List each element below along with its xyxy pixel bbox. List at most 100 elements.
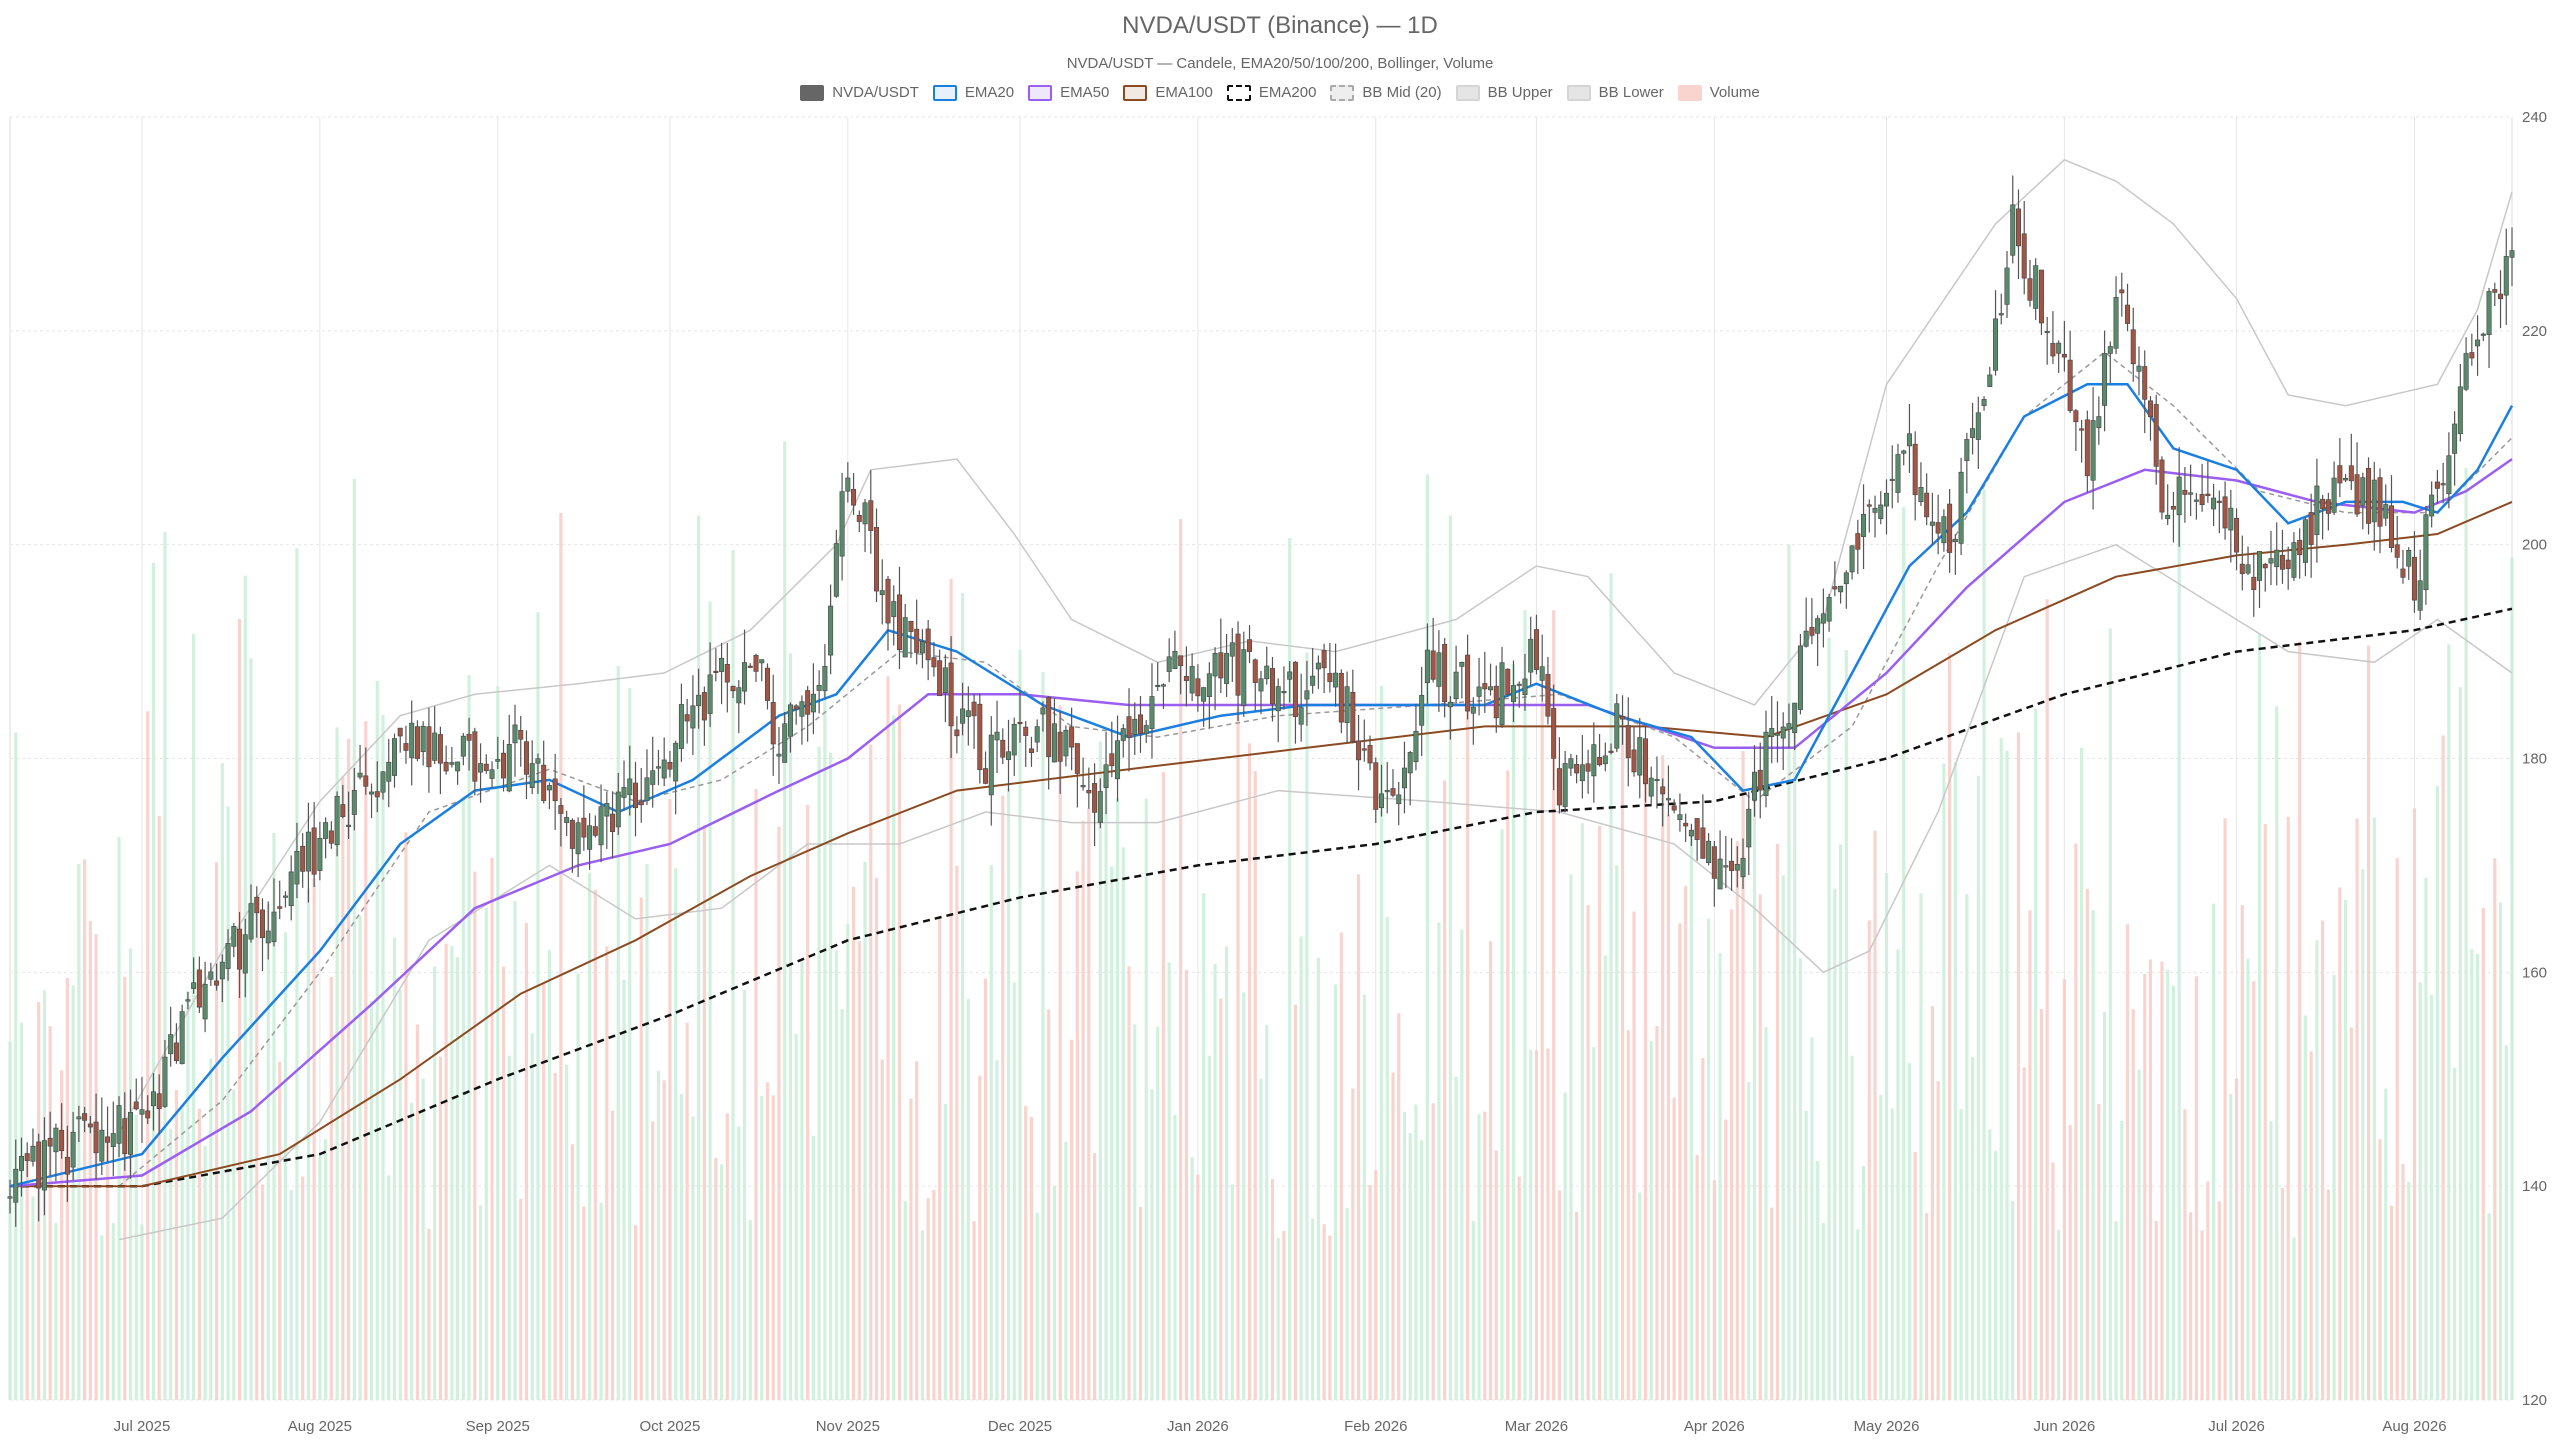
candle-body: [632, 782, 638, 809]
candle-body: [1585, 763, 1591, 772]
candle-body: [116, 1105, 122, 1144]
volume-bar: [1322, 1224, 1326, 1400]
candle-body: [1465, 654, 1471, 712]
candle-body: [1356, 740, 1362, 761]
candle-body: [41, 1140, 47, 1191]
candle-body: [2073, 410, 2079, 423]
volume-bar: [369, 1000, 374, 1400]
volume-bar: [834, 950, 838, 1400]
candle-body: [2165, 514, 2171, 520]
candle-body: [1866, 504, 1872, 507]
volume-bar: [1752, 799, 1757, 1400]
volume-bar: [220, 762, 224, 1400]
volume-bar: [1144, 798, 1148, 1400]
volume-bar: [387, 1175, 391, 1400]
candle-body: [185, 999, 191, 1002]
candle-body: [2446, 455, 2452, 495]
volume-bar: [1896, 949, 1900, 1400]
candle-body: [1889, 478, 1895, 481]
volume-bar: [2257, 633, 2262, 1400]
candle-body: [908, 620, 914, 632]
volume-bar: [19, 1022, 24, 1400]
candle-body: [317, 837, 323, 871]
candle-body: [2394, 544, 2400, 558]
candle-body: [271, 911, 277, 943]
volume-bar: [467, 675, 471, 1400]
volume-bar: [1202, 893, 1206, 1400]
volume-bar: [1138, 1206, 1143, 1400]
bb-mid-line: [118, 351, 2513, 1187]
candle-body: [1700, 827, 1706, 859]
volume-bar: [163, 532, 167, 1400]
volume-bar: [536, 612, 540, 1400]
volume-bar: [1833, 888, 1837, 1400]
volume-bar: [444, 943, 448, 1400]
volume-bar: [1443, 780, 1447, 1400]
volume-bar: [714, 1157, 718, 1400]
candle-body: [2354, 474, 2360, 515]
candle-body: [2119, 289, 2125, 294]
candle-body: [2377, 477, 2383, 527]
legend-item-volume[interactable]: Volume: [1677, 84, 1760, 101]
candle-body: [2480, 333, 2486, 336]
volume-bar: [2062, 978, 2066, 1400]
volume-bar: [656, 1070, 661, 1400]
legend-item-ema20[interactable]: EMA20: [932, 84, 1014, 101]
volume-bar: [1339, 932, 1343, 1400]
candle-body: [736, 687, 742, 704]
volume-bar: [438, 1056, 442, 1400]
candle-body: [1895, 454, 1901, 493]
volume-bar: [587, 872, 592, 1400]
legend-item-bb_mid[interactable]: BB Mid (20): [1330, 84, 1442, 101]
candle-body: [18, 1155, 24, 1171]
volume-bar: [1942, 763, 1946, 1400]
volume-bar: [1907, 1063, 1912, 1400]
volume-bar: [1006, 788, 1011, 1400]
legend-item-ema50[interactable]: EMA50: [1028, 84, 1109, 101]
volume-bar: [599, 1202, 603, 1400]
legend-swatch-bb_mid: [1330, 84, 1355, 101]
volume-bar: [863, 861, 867, 1400]
volume-bar: [622, 979, 626, 1400]
x-tick-label: Nov 2025: [816, 1418, 880, 1435]
volume-bar: [1133, 1024, 1137, 1400]
volume-bar: [2298, 641, 2302, 1400]
candle-body: [1235, 633, 1241, 696]
volume-bar: [903, 1201, 907, 1400]
legend-item-bb_lower[interactable]: BB Lower: [1566, 84, 1664, 101]
volume-bar: [1448, 515, 1452, 1400]
legend-item-ema200[interactable]: EMA200: [1226, 84, 1316, 101]
volume-bar: [2148, 959, 2153, 1400]
candle-body: [1952, 538, 1958, 543]
volume-bar: [978, 1075, 982, 1400]
legend-label-ema50: EMA50: [1060, 84, 1110, 101]
candle-body: [466, 733, 472, 741]
candle-body: [36, 1141, 42, 1189]
volume-bar: [874, 877, 879, 1400]
volume-bar: [886, 676, 890, 1400]
candle-body: [759, 659, 765, 664]
candle-body: [535, 758, 541, 764]
candle-body: [581, 817, 587, 838]
volume-bar: [1247, 743, 1252, 1400]
volume-bar: [1471, 1220, 1475, 1400]
volume-bar: [1729, 909, 1734, 1400]
x-tick-label: Jan 2026: [1167, 1418, 1229, 1435]
legend-item-ema100[interactable]: EMA100: [1123, 84, 1213, 101]
candle-body: [1321, 649, 1327, 669]
legend-item-candles[interactable]: NVDA/USDT: [800, 84, 919, 101]
candle-body: [1832, 586, 1838, 590]
candle-body: [610, 813, 616, 833]
candle-body: [1137, 714, 1143, 734]
candle-body: [208, 971, 214, 980]
volume-bar: [2166, 969, 2170, 1400]
candle-body: [587, 825, 593, 850]
volume-bar: [71, 985, 75, 1400]
candle-body: [2279, 554, 2285, 570]
volume-bar: [2246, 958, 2250, 1400]
candle-body: [1591, 744, 1597, 777]
volume-bar: [1052, 1185, 1057, 1400]
volume-bar: [123, 976, 127, 1400]
legend-item-bb_upper[interactable]: BB Upper: [1455, 84, 1553, 101]
volume-bar: [169, 1128, 173, 1400]
